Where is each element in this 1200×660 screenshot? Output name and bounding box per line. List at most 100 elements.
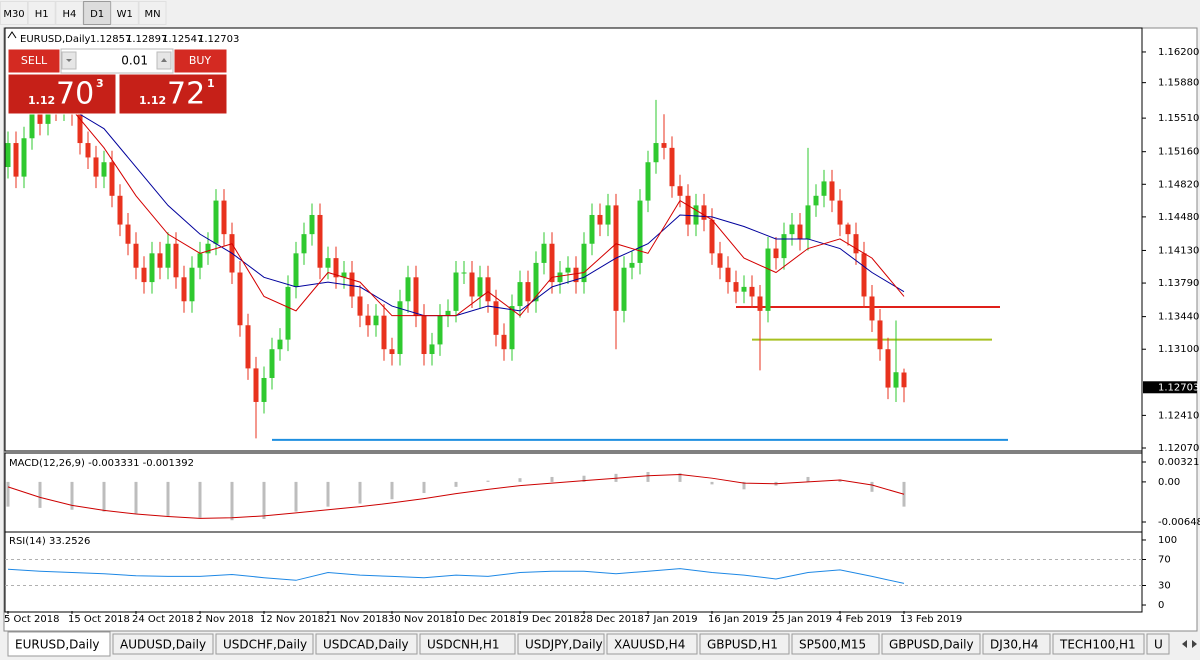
tab[interactable] [517, 633, 605, 655]
candle-body [805, 205, 811, 239]
macd-bar [294, 481, 298, 512]
y-tick-label: -0.006485 [1158, 517, 1200, 528]
macd-bar [262, 481, 266, 520]
y-tick-label: 1.13790 [1158, 278, 1199, 289]
candle-body [893, 372, 899, 388]
timeframe-button[interactable] [83, 1, 112, 25]
candle-body [381, 315, 387, 350]
candle-body [429, 344, 435, 355]
x-tick-label: 25 Jan 2019 [772, 614, 832, 625]
tab[interactable] [315, 633, 418, 655]
tab[interactable] [112, 633, 214, 655]
tab-label[interactable]: USDJPY,Daily [525, 638, 603, 652]
timeframe-label[interactable]: D1 [90, 9, 104, 20]
macd-bar [710, 481, 714, 485]
tab-label[interactable]: USDCNH,H1 [427, 638, 500, 652]
tab[interactable] [1146, 633, 1170, 655]
candle-body [813, 195, 819, 206]
y-tick-label: 0.003216 [1158, 457, 1200, 468]
tab-label[interactable]: GBPUSD,H1 [707, 638, 778, 652]
tab-label[interactable]: USDCAD,Daily [323, 638, 409, 652]
y-tick-label: 1.16200 [1158, 47, 1199, 58]
tab[interactable] [982, 633, 1051, 655]
tab-label[interactable]: USDCHF,Daily [223, 638, 307, 652]
chart-window [3, 27, 1198, 632]
macd-bar [646, 472, 650, 482]
tab[interactable] [881, 633, 981, 655]
candle-body [157, 253, 163, 268]
x-tick-label: 7 Jan 2019 [644, 614, 698, 625]
tab-label[interactable]: AUDUSD,Daily [120, 638, 206, 652]
tab-label[interactable]: GBPUSD,Daily [889, 638, 974, 652]
tab-scroll-left[interactable] [1182, 640, 1187, 648]
buy-label[interactable]: BUY [189, 54, 212, 67]
ask-prefix: 1.12 [139, 94, 166, 107]
bid-prefix: 1.12 [28, 94, 55, 107]
tab-label[interactable]: XAUUSD,H4 [614, 638, 685, 652]
y-tick-label: 1.15160 [1158, 147, 1199, 158]
tab-label[interactable]: U [1154, 638, 1163, 652]
candle-body [493, 301, 499, 335]
candle-body [525, 282, 531, 302]
sell-label[interactable]: SELL [21, 54, 48, 67]
candle-body [261, 377, 267, 402]
candle-body [901, 372, 907, 388]
macd-bar [134, 481, 138, 515]
y-tick-label: 1.13440 [1158, 312, 1199, 323]
x-tick-label: 19 Dec 2018 [516, 614, 580, 625]
y-tick-label: 1.14820 [1158, 179, 1199, 190]
chart-arrow-icon [7, 31, 17, 39]
tab[interactable] [699, 633, 790, 655]
timeframe-button[interactable] [55, 1, 84, 25]
timeframe-label[interactable]: W1 [117, 9, 133, 20]
timeframe-button[interactable] [27, 1, 56, 25]
lot-box [60, 48, 174, 74]
candle-body [341, 272, 347, 278]
candle-body [445, 310, 451, 316]
timeframe-label[interactable]: H4 [62, 9, 76, 20]
buy-button[interactable] [173, 48, 228, 74]
candle-body [757, 296, 763, 311]
candle-body [101, 162, 107, 177]
tab[interactable] [791, 633, 880, 655]
tab-label[interactable]: TECH100,H1 [1059, 638, 1136, 652]
tab[interactable] [606, 633, 698, 655]
tab[interactable] [1052, 633, 1145, 655]
x-tick-label: 16 Jan 2019 [708, 614, 768, 625]
tab-label[interactable]: EURUSD,Daily [15, 638, 100, 652]
candle-body [477, 277, 483, 297]
candle-body [885, 349, 891, 388]
bid-price-box[interactable] [7, 73, 117, 115]
candle-body [829, 181, 835, 201]
timeframe-label[interactable]: M30 [3, 9, 24, 20]
candle-body [685, 195, 691, 225]
macd-bar [678, 473, 682, 482]
candle-body [397, 301, 403, 355]
timeframe-button[interactable] [110, 1, 139, 25]
y-tick-label: 70 [1158, 554, 1171, 565]
candle-body [541, 243, 547, 263]
tab[interactable] [419, 633, 516, 655]
lot-value[interactable]: 0.01 [121, 54, 148, 68]
tab[interactable] [7, 631, 111, 657]
timeframe-button[interactable] [0, 1, 28, 25]
candle-body [565, 267, 571, 273]
ask-big: 72 [167, 77, 205, 112]
macd-bar [806, 476, 810, 482]
tab-label[interactable]: DJ30,H4 [990, 638, 1039, 652]
moving-average [71, 109, 905, 317]
sell-button[interactable] [7, 48, 61, 74]
tab-scroll-right[interactable] [1192, 640, 1197, 648]
tab[interactable] [215, 633, 314, 655]
ask-price-box[interactable] [118, 73, 228, 115]
candle-body [533, 262, 539, 302]
tab-label[interactable]: SP500,M15 [799, 638, 866, 652]
timeframe-label[interactable]: H1 [35, 9, 49, 20]
x-tick-label: 28 Dec 2018 [580, 614, 644, 625]
lot-down-icon [66, 59, 72, 62]
timeframe-button[interactable] [138, 1, 167, 25]
timeframe-label[interactable]: MN [144, 9, 160, 20]
macd-bar [582, 475, 586, 482]
candle-body [581, 243, 587, 283]
